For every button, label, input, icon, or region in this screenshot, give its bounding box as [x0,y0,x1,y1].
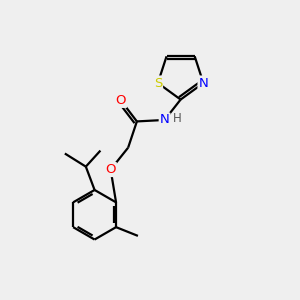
Text: N: N [160,113,170,127]
Text: N: N [199,76,208,89]
Text: S: S [154,76,162,89]
Text: O: O [116,94,126,107]
Text: H: H [172,112,181,125]
Text: O: O [105,163,116,176]
